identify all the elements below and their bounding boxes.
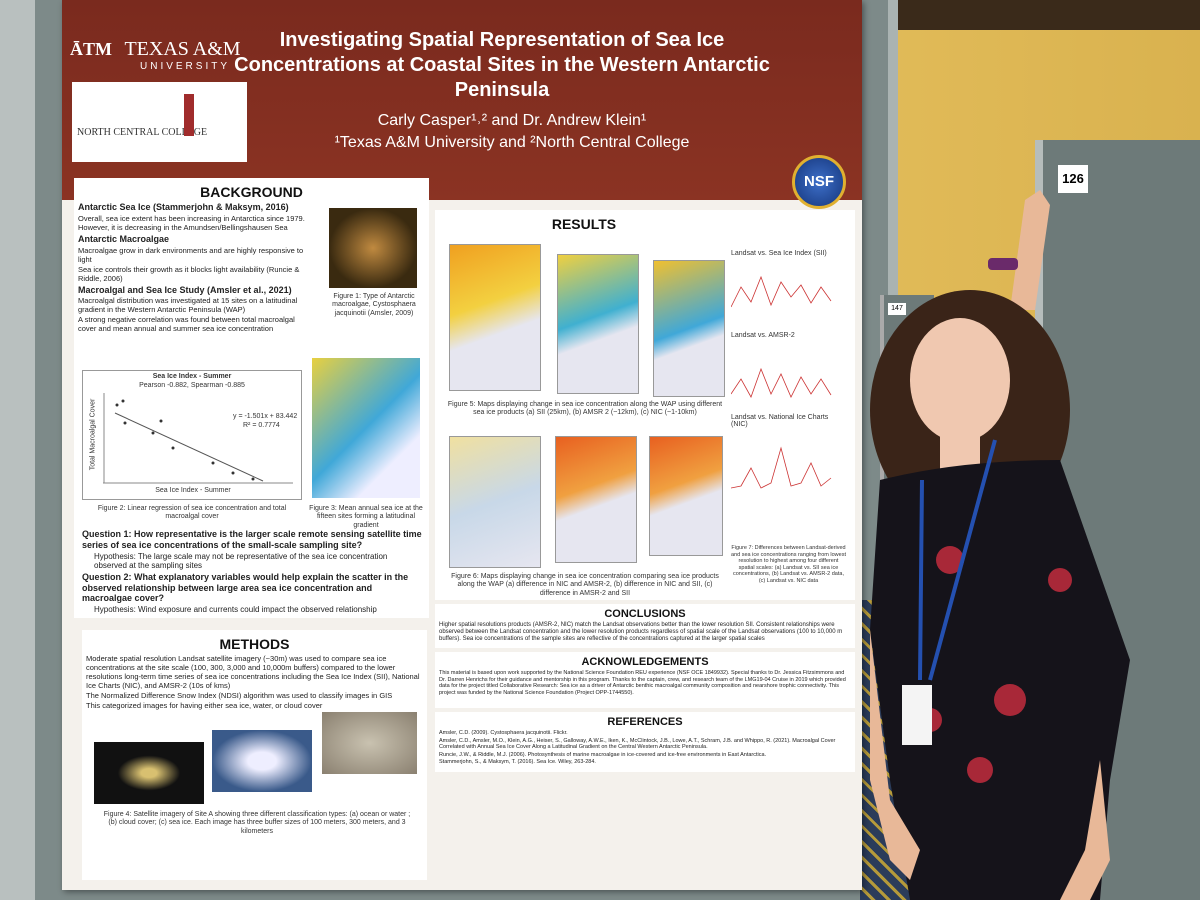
section-heading: RESULTS — [551, 216, 617, 232]
question: Question 2: What explanatory variables w… — [82, 571, 409, 604]
trend-line — [114, 412, 264, 482]
subheading: Antarctic Sea Ice (Stammerjohn & Maksym,… — [78, 202, 289, 212]
booth-number: 147 — [888, 303, 906, 315]
poster: ĀTM TEXAS A&M UNIVERSITY NORTH CENTRAL C… — [62, 0, 862, 890]
tamu-sub: UNIVERSITY — [140, 61, 231, 72]
ncc-name: NORTH CENTRAL COLLEGE — [77, 127, 208, 138]
poster-authors: Carly Casper¹˒² and Dr. Andrew Klein¹ — [377, 112, 647, 129]
acknowledgements-panel: ACKNOWLEDGEMENTS This material is based … — [435, 652, 855, 708]
plot-stats: Pearson -0.882, Spearman -0.885 — [139, 382, 245, 389]
tamu-logo: ĀTM TEXAS A&M UNIVERSITY — [70, 38, 270, 78]
conclusions-panel: CONCLUSIONS Higher spatial resolutions p… — [435, 604, 855, 648]
figure-caption: Figure 1: Type of Antarctic macroalgae, … — [332, 293, 416, 317]
macroalgae-photo — [329, 208, 417, 288]
sea-ice-map — [312, 358, 420, 498]
reference-list: Amsler, C.D. (2009). Cystosphaera jacqui… — [439, 730, 851, 766]
reference: Runcie, J.W., & Riddle, M.J. (2006). Pho… — [439, 751, 767, 758]
booth-number: 126 — [1058, 165, 1088, 193]
map — [449, 244, 541, 391]
name-badge — [902, 685, 932, 745]
regression-plot: Sea Ice Index - Summer Pearson -0.882, S… — [82, 370, 302, 500]
satellite-image — [212, 730, 312, 792]
hypothesis: Hypothesis: The large scale may not be r… — [94, 551, 388, 571]
points — [115, 399, 255, 481]
board-frame — [0, 0, 35, 900]
mini-chart — [730, 446, 832, 489]
map — [449, 436, 541, 568]
paragraph: A strong negative correlation was found … — [78, 315, 295, 334]
section-heading: CONCLUSIONS — [604, 608, 686, 620]
subheading: Antarctic Macroalgae — [78, 233, 170, 244]
chart-title: Landsat vs. Sea Ice Index (SII) — [731, 250, 827, 257]
poster-title: Investigating Spatial Representation of … — [234, 29, 770, 101]
figure-caption: Figure 4: Satellite imagery of Site A sh… — [103, 811, 411, 835]
subheading: Macroalgal and Sea Ice Study (Amsler et … — [78, 284, 292, 295]
map — [557, 254, 639, 394]
figure-caption: Figure 2: Linear regression of sea ice c… — [97, 505, 287, 521]
map — [653, 260, 725, 397]
chart-title: Landsat vs. AMSR-2 — [731, 332, 795, 339]
lanyard — [918, 439, 997, 681]
section-heading: ACKNOWLEDGEMENTS — [581, 656, 709, 668]
hypothesis: Hypothesis: Wind exposure and currents c… — [94, 605, 377, 615]
tamu-mark: ĀTM — [70, 39, 112, 59]
satellite-image — [322, 712, 417, 774]
bracelet — [988, 258, 1018, 270]
mini-chart — [730, 367, 832, 398]
plot-title: Sea Ice Index - Summer — [152, 373, 232, 380]
map — [555, 436, 637, 563]
ceiling — [850, 0, 1200, 30]
ncc-logo: NORTH CENTRAL COLLEGE — [72, 82, 247, 162]
paragraph: Macroalgal distribution was investigated… — [78, 296, 298, 315]
right-arm — [1060, 760, 1110, 900]
presenter — [870, 190, 1130, 900]
results-panel: RESULTS Figure 5: Maps displaying change… — [435, 210, 855, 600]
figure-caption: Figure 3: Mean annual sea ice at the fif… — [309, 505, 423, 529]
reference: Amsler, C.D. (2009). Cystosphaera jacqui… — [439, 730, 568, 736]
left-arm — [870, 630, 920, 880]
chart-title: Landsat vs. National Ice Charts (NIC) — [731, 414, 829, 428]
background-panel: BACKGROUND Antarctic Sea Ice (Stammerjoh… — [74, 178, 429, 618]
plot-xlabel: Sea Ice Index - Summer — [155, 487, 231, 494]
paragraph: This material is based upon work support… — [439, 670, 846, 696]
section-heading: REFERENCES — [607, 716, 683, 728]
section-heading: METHODS — [219, 636, 290, 652]
face — [910, 318, 1010, 442]
mini-chart — [730, 275, 832, 308]
questions: Question 1: How representative is the la… — [82, 528, 422, 616]
nsf-logo: NSF — [792, 155, 846, 209]
poster-affiliation: ¹Texas A&M University and ²North Central… — [334, 134, 690, 151]
question: Question 1: How representative is the la… — [82, 529, 422, 550]
map — [649, 436, 723, 556]
paragraph: Sea ice controls their growth as it bloc… — [78, 264, 300, 283]
ncc-tower — [184, 94, 194, 136]
figure-caption: Figure 5: Maps displaying change in sea … — [447, 401, 723, 417]
references-panel: REFERENCES Amsler, C.D. (2009). Cystosph… — [435, 712, 855, 772]
paragraph: Moderate spatial resolution Landsat sate… — [86, 654, 420, 690]
background-text: Antarctic Sea Ice (Stammerjohn & Maksym,… — [78, 202, 313, 333]
raised-arm — [1010, 190, 1050, 310]
paragraph: Overall, sea ice extent has been increas… — [78, 213, 305, 232]
methods-panel: METHODS Moderate spatial resolution Land… — [82, 630, 427, 880]
plot-r2: R² = 0.7774 — [243, 422, 280, 429]
plot-ylabel: Total Macroalgal Cover — [89, 398, 97, 471]
plot-equation: y = -1.501x + 83.442 — [233, 413, 298, 420]
reference: Stammerjohn, S., & Maksym, T. (2016). Se… — [439, 759, 596, 766]
section-heading: BACKGROUND — [200, 184, 303, 200]
tamu-name: TEXAS A&M — [124, 38, 241, 60]
paragraph: Macroalgae grow in dark environments and… — [78, 245, 304, 264]
figure-caption: Figure 6: Maps displaying change in sea … — [451, 573, 719, 597]
plot-area — [103, 393, 293, 484]
paragraph: The Normalized Difference Snow Index (ND… — [86, 691, 393, 700]
satellite-image — [94, 742, 204, 804]
paragraph: This categorized images for having eithe… — [86, 701, 323, 710]
paragraph: Higher spatial resolutions products (AMS… — [439, 622, 843, 643]
line-charts: Landsat vs. Sea Ice Index (SII) Landsat … — [730, 250, 846, 540]
figure-caption: Figure 7: Differences between Landsat-de… — [731, 545, 846, 584]
reference: Amsler, C.D., Amsler, M.O., Klein, A.G.,… — [439, 737, 836, 751]
